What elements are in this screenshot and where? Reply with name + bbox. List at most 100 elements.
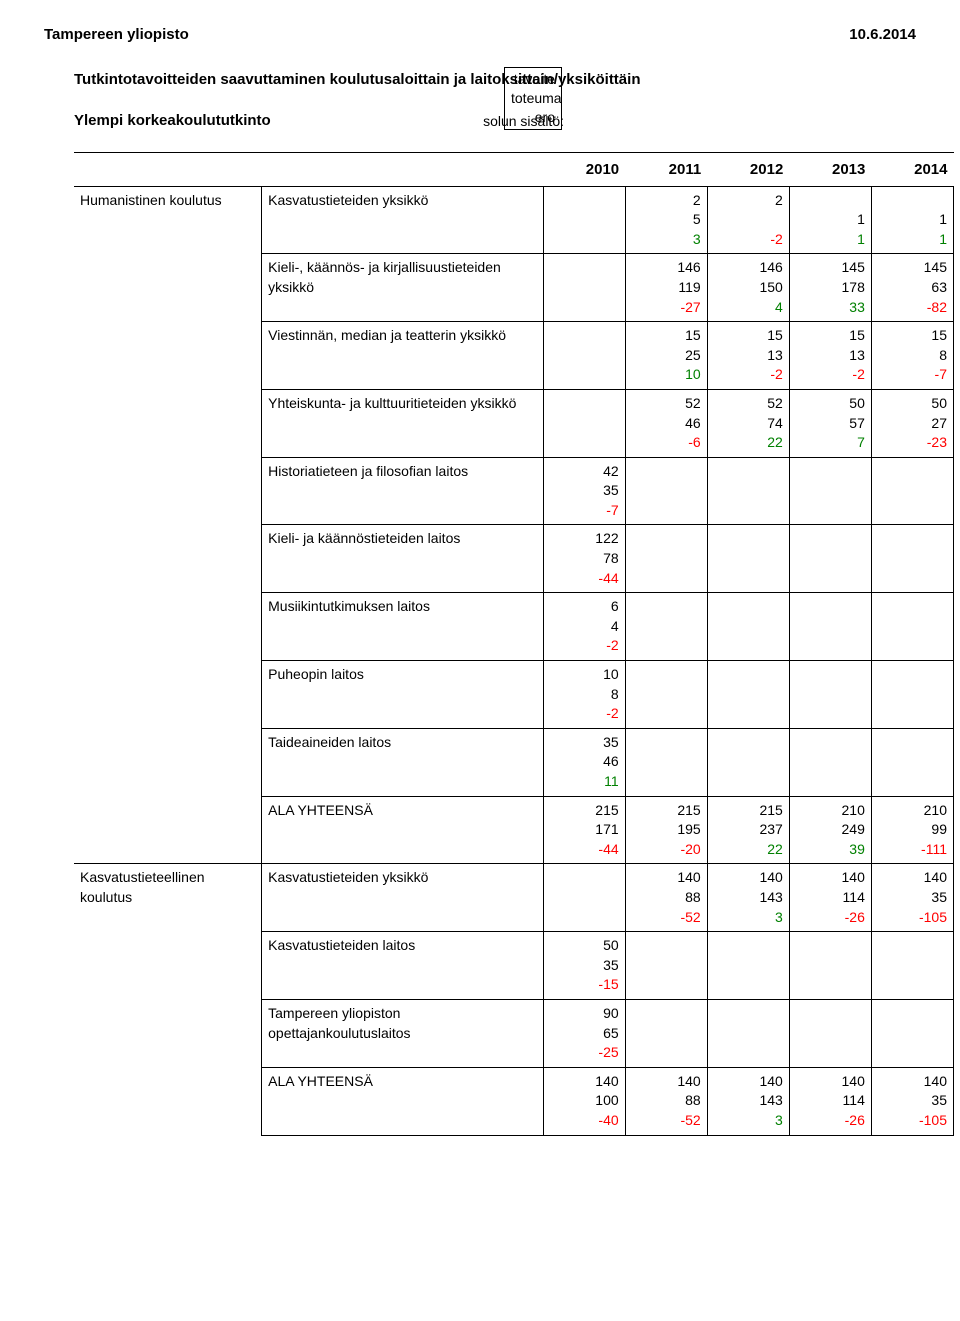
section-label: Kasvatustieteellinen koulutus [74,864,262,932]
data-cell: 140100-40 [543,1067,625,1135]
data-cell [707,457,789,525]
data-cell: 21523722 [707,796,789,864]
data-cell [625,932,707,1000]
data-cell: 1513-2 [707,322,789,390]
data-cell: 140114-26 [789,864,871,932]
table-row: ALA YHTEENSÄ140100-4014088-5214014331401… [74,1067,954,1135]
data-cell [707,728,789,796]
row-name: Kieli-, käännös- ja kirjallisuustieteide… [262,254,543,322]
data-cell: 527422 [707,389,789,457]
section-label [74,525,262,593]
data-cell: 50577 [789,389,871,457]
row-name: Kasvatustieteiden yksikkö [262,864,543,932]
data-cell [789,728,871,796]
table-row: Historiatieteen ja filosofian laitos4235… [74,457,954,525]
data-cell: 215171-44 [543,796,625,864]
data-cell: 215195-20 [625,796,707,864]
data-cell: 2 -2 [707,186,789,254]
section-label [74,457,262,525]
col-2010: 2010 [543,152,625,186]
row-name: Viestinnän, median ja teatterin yksikkö [262,322,543,390]
row-name: Kasvatustieteiden yksikkö [262,186,543,254]
data-cell: 1461504 [707,254,789,322]
data-cell: 5027-23 [871,389,953,457]
data-cell: 12278-44 [543,525,625,593]
data-cell [789,593,871,661]
section-label [74,796,262,864]
section-label [74,322,262,390]
table-body: Humanistinen koulutusKasvatustieteiden y… [74,186,954,1135]
data-cell [871,661,953,729]
data-cell: 11 [871,186,953,254]
col-name [262,152,543,186]
degree-label: Ylempi korkeakoulututkinto [74,112,454,131]
data-cell: 14563-82 [871,254,953,322]
data-cell [789,661,871,729]
col-2013: 2013 [789,152,871,186]
page-header: Tampereen yliopisto 10.6.2014 [44,26,916,43]
data-cell [625,728,707,796]
data-cell: 11 [789,186,871,254]
row-name: ALA YHTEENSÄ [262,796,543,864]
data-cell [871,457,953,525]
data-cell: 21024939 [789,796,871,864]
table-row: Yhteiskunta- ja kulttuuritieteiden yksik… [74,389,954,457]
data-cell: 5246-6 [625,389,707,457]
table-row: Taideaineiden laitos354611 [74,728,954,796]
data-cell [789,457,871,525]
data-cell [543,864,625,932]
doc-title: Tutkintotavoitteiden saavuttaminen koulu… [74,71,916,88]
data-cell [625,457,707,525]
data-table: 2010 2011 2012 2013 2014 Humanistinen ko… [74,152,954,1136]
data-cell [789,999,871,1067]
data-cell [543,322,625,390]
row-name: Kasvatustieteiden laitos [262,932,543,1000]
data-cell [871,999,953,1067]
data-cell: 14517833 [789,254,871,322]
section-label [74,593,262,661]
table-row: ALA YHTEENSÄ215171-44215195-202152372221… [74,796,954,864]
data-cell: 9065-25 [543,999,625,1067]
section-label [74,932,262,1000]
data-cell: 14088-52 [625,864,707,932]
section-label: Humanistinen koulutus [74,186,262,254]
data-cell [789,932,871,1000]
data-cell [707,999,789,1067]
data-cell: 253 [625,186,707,254]
org-name: Tampereen yliopisto [44,26,189,43]
data-cell [543,389,625,457]
data-cell [871,593,953,661]
data-cell [543,254,625,322]
data-cell: 14035-105 [871,864,953,932]
section-label [74,254,262,322]
table-row: Kasvatustieteiden laitos5035-15 [74,932,954,1000]
section-label [74,728,262,796]
col-2014: 2014 [871,152,953,186]
meta-row: Ylempi korkeakoulututkinto solun sisältö… [74,112,916,131]
data-cell: 4235-7 [543,457,625,525]
legend-toteuma: toteuma [511,89,555,108]
section-label [74,999,262,1067]
legend-tavoite: tavoite [511,70,555,89]
row-name: ALA YHTEENSÄ [262,1067,543,1135]
row-name: Taideaineiden laitos [262,728,543,796]
data-cell: 64-2 [543,593,625,661]
data-cell: 108-2 [543,661,625,729]
data-cell [707,932,789,1000]
row-name: Musiikintutkimuksen laitos [262,593,543,661]
data-cell: 152510 [625,322,707,390]
data-cell: 1513-2 [789,322,871,390]
table-row: Kasvatustieteellinen koulutusKasvatustie… [74,864,954,932]
data-cell: 1401433 [707,1067,789,1135]
data-cell [707,661,789,729]
data-cell [625,999,707,1067]
data-cell [707,525,789,593]
data-cell: 146119-27 [625,254,707,322]
data-cell [871,525,953,593]
page: Tampereen yliopisto 10.6.2014 Tutkintota… [0,0,960,1176]
col-section [74,152,262,186]
data-cell [625,661,707,729]
table-row: Puheopin laitos108-2 [74,661,954,729]
data-cell: 14035-105 [871,1067,953,1135]
data-cell [543,186,625,254]
